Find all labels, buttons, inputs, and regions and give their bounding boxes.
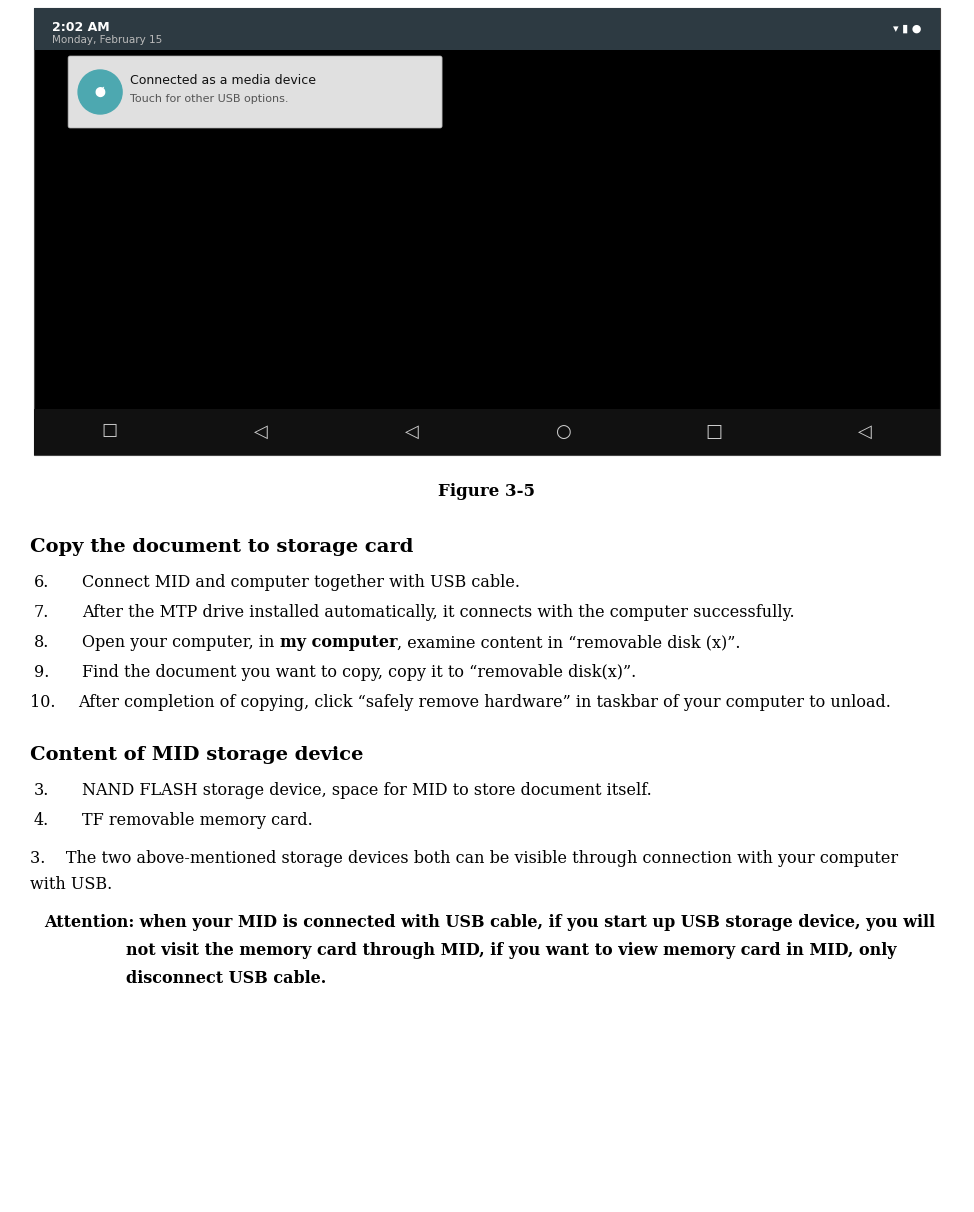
Text: ▾ ▮ ●: ▾ ▮ ● [893, 24, 922, 34]
Text: Connect MID and computer together with USB cable.: Connect MID and computer together with U… [82, 574, 520, 591]
Text: Figure 3-5: Figure 3-5 [438, 484, 536, 501]
Text: 2:02 AM: 2:02 AM [52, 21, 110, 34]
Text: ○: ○ [554, 423, 571, 441]
Text: After the MTP drive installed automatically, it connects with the computer succe: After the MTP drive installed automatica… [82, 604, 795, 621]
Text: Copy the document to storage card: Copy the document to storage card [30, 538, 413, 556]
Text: Open your computer, in: Open your computer, in [82, 634, 280, 651]
Text: ⬤: ⬤ [94, 87, 105, 97]
Text: 3.    The two above-mentioned storage devices both can be visible through connec: 3. The two above-mentioned storage devic… [30, 850, 898, 867]
Text: TF removable memory card.: TF removable memory card. [82, 812, 313, 829]
Text: ☐: ☐ [101, 423, 118, 441]
Circle shape [78, 70, 122, 114]
Text: ◁: ◁ [857, 423, 872, 441]
Bar [34, 408, 940, 454]
Bar [34, 8, 940, 454]
Text: Attention:: Attention: [44, 914, 134, 931]
Text: Content of MID storage device: Content of MID storage device [30, 747, 363, 764]
Text: disconnect USB cable.: disconnect USB cable. [126, 970, 326, 987]
Text: 9.: 9. [34, 664, 50, 681]
Bar [34, 8, 940, 50]
Text: 6.: 6. [34, 574, 50, 591]
Text: my computer: my computer [280, 634, 397, 651]
Text: , examine content in “removable disk (x)”.: , examine content in “removable disk (x)… [397, 634, 740, 651]
Text: ✓: ✓ [94, 86, 105, 98]
Text: After completion of copying, click “safely remove hardware” in taskbar of your c: After completion of copying, click “safe… [78, 694, 891, 711]
Text: ◁: ◁ [253, 423, 268, 441]
Text: 7.: 7. [34, 604, 50, 621]
Text: 8.: 8. [34, 634, 50, 651]
Text: 3.: 3. [34, 782, 50, 799]
Text: Connected as a media device: Connected as a media device [131, 74, 317, 87]
Text: □: □ [705, 423, 722, 441]
Text: NAND FLASH storage device, space for MID to store document itself.: NAND FLASH storage device, space for MID… [82, 782, 652, 799]
Text: ◁: ◁ [404, 423, 419, 441]
Text: not visit the memory card through MID, if you want to view memory card in MID, o: not visit the memory card through MID, i… [126, 942, 896, 959]
Text: 4.: 4. [34, 812, 50, 829]
Text: Monday, February 15: Monday, February 15 [52, 35, 163, 45]
Text: Find the document you want to copy, copy it to “removable disk(x)”.: Find the document you want to copy, copy… [82, 664, 636, 681]
FancyBboxPatch shape [68, 56, 442, 128]
Text: with USB.: with USB. [30, 876, 112, 893]
Text: when your MID is connected with USB cable, if you start up USB storage device, y: when your MID is connected with USB cabl… [134, 914, 935, 931]
Text: Touch for other USB options.: Touch for other USB options. [131, 95, 288, 104]
Text: 10.: 10. [30, 694, 56, 711]
